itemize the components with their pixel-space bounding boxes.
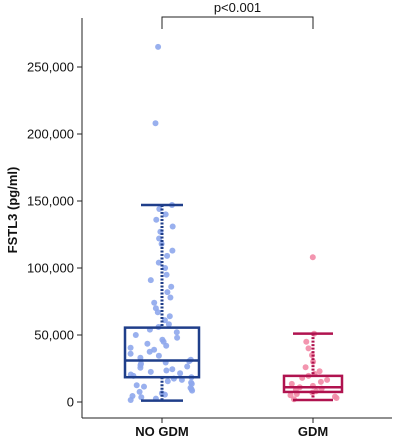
y-tick-label: 100,000: [27, 261, 74, 276]
data-point: [184, 363, 191, 370]
data-point: [168, 283, 175, 290]
y-tick-label: 150,000: [27, 194, 74, 209]
y-axis: 0 50,000 100,000 150,000 200,000 250,000: [27, 18, 83, 418]
data-point: [317, 378, 324, 385]
data-point: [163, 367, 170, 374]
data-point: [169, 223, 176, 230]
data-point: [164, 252, 171, 259]
data-point: [288, 380, 295, 387]
data-point: [303, 338, 310, 345]
data-point: [324, 376, 331, 383]
data-point: [166, 313, 173, 320]
data-point: [169, 366, 176, 373]
data-points: [127, 43, 340, 403]
data-point: [154, 309, 161, 316]
data-point: [127, 344, 134, 351]
box-gdm: [282, 332, 344, 402]
data-point: [147, 368, 154, 375]
y-tick-label: 50,000: [34, 328, 74, 343]
box-no-gdm: [123, 203, 201, 402]
data-point: [163, 342, 170, 349]
data-point: [155, 259, 162, 266]
data-point: [169, 247, 176, 254]
significance-bracket: p<0.001: [161, 0, 314, 29]
data-point: [147, 277, 154, 284]
data-point: [164, 378, 171, 385]
y-tick-label: 250,000: [27, 60, 74, 75]
data-point: [333, 395, 340, 401]
data-point: [309, 254, 316, 261]
data-point: [133, 382, 140, 389]
data-point: [287, 392, 294, 399]
data-point: [164, 289, 171, 296]
x-tick-label: NO GDM: [135, 424, 188, 439]
data-point: [167, 294, 174, 301]
data-point: [153, 216, 160, 223]
data-point: [144, 340, 151, 347]
data-point: [127, 350, 134, 357]
interquartile-box: [282, 374, 344, 394]
x-axis: NO GDM GDM: [82, 417, 392, 439]
x-tick-label: GDM: [298, 424, 328, 439]
data-point: [152, 120, 159, 127]
y-tick-label: 0: [67, 395, 74, 410]
data-point: [173, 329, 180, 336]
y-tick-label: 200,000: [27, 127, 74, 142]
data-point: [136, 388, 143, 395]
data-point: [151, 299, 158, 306]
data-point: [177, 370, 184, 377]
data-point: [138, 394, 145, 401]
data-point: [163, 271, 170, 278]
box-plots: [123, 203, 344, 402]
data-point: [127, 397, 134, 403]
data-point: [162, 265, 169, 271]
interquartile-box: [123, 326, 201, 379]
data-point: [132, 332, 139, 338]
data-point: [155, 43, 162, 50]
data-point: [302, 364, 309, 371]
y-axis-title: FSTL3 (pg/ml): [5, 167, 20, 254]
data-point: [305, 345, 312, 352]
p-value-label: p<0.001: [214, 0, 261, 15]
data-point: [189, 387, 196, 394]
data-point: [174, 334, 181, 341]
data-point: [146, 348, 153, 355]
data-point: [137, 364, 144, 371]
data-point: [155, 352, 162, 359]
data-point: [141, 383, 147, 390]
data-point: [316, 368, 323, 375]
data-point: [162, 211, 169, 218]
data-point: [165, 321, 172, 328]
bracket-line: [161, 16, 314, 29]
